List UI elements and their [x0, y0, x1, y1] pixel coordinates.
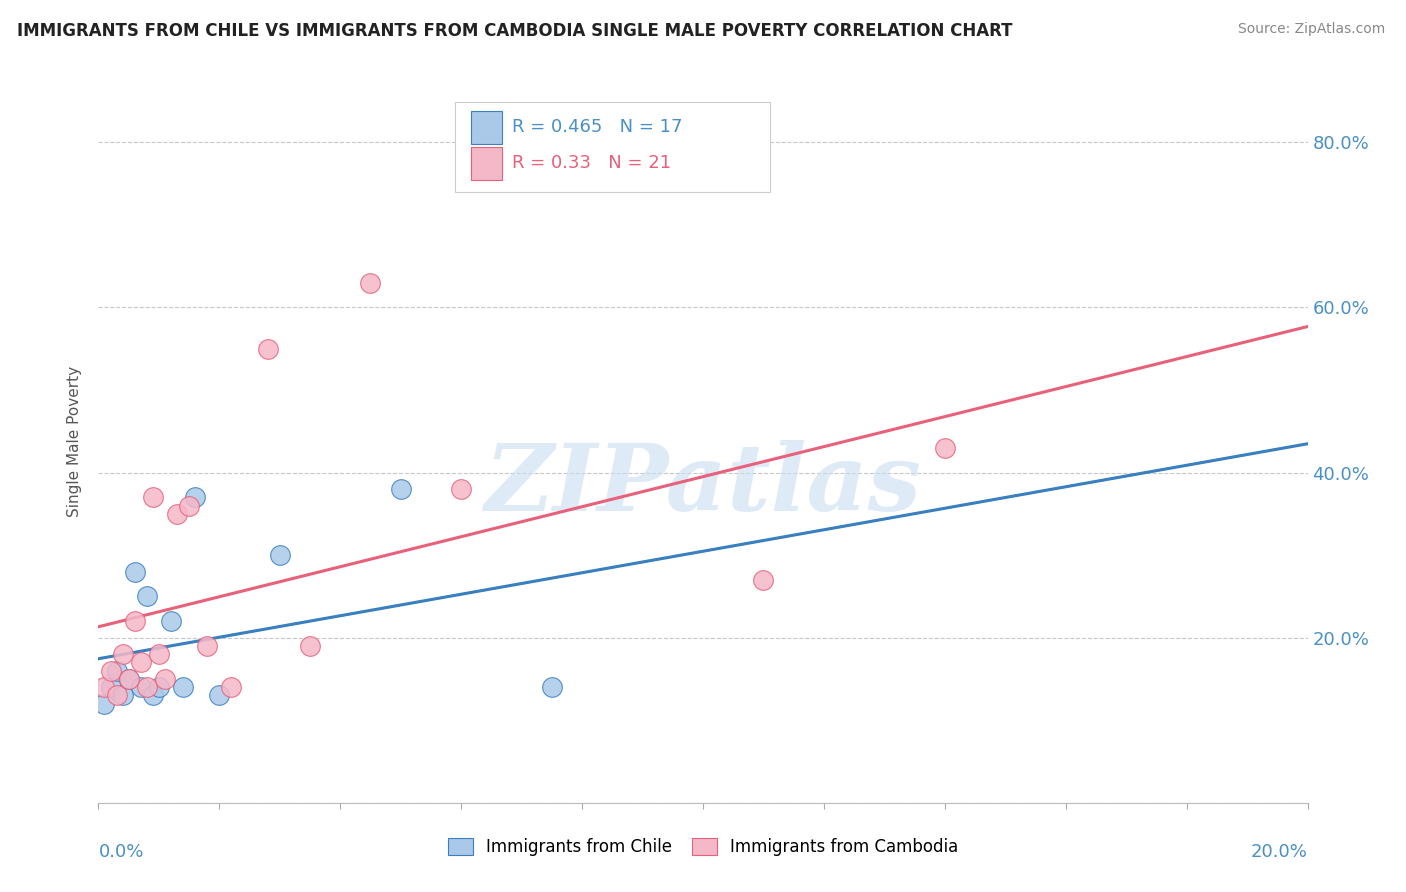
Point	[105, 664, 128, 678]
FancyBboxPatch shape	[471, 147, 502, 180]
Text: ZIPatlas: ZIPatlas	[485, 440, 921, 530]
Point	[93, 697, 115, 711]
Point	[135, 680, 157, 694]
Point	[148, 647, 170, 661]
Point	[256, 342, 278, 356]
Point	[93, 680, 115, 694]
Point	[208, 689, 231, 703]
Y-axis label: Single Male Poverty: Single Male Poverty	[67, 366, 83, 517]
Point	[148, 680, 170, 694]
Point	[221, 680, 243, 694]
Point	[135, 590, 157, 604]
Text: 20.0%: 20.0%	[1251, 843, 1308, 861]
Text: R = 0.33   N = 21: R = 0.33 N = 21	[512, 154, 671, 172]
Point	[172, 680, 194, 694]
Point	[142, 490, 165, 504]
Point	[129, 680, 152, 694]
Point	[111, 689, 134, 703]
Point	[389, 482, 412, 496]
Point	[118, 672, 141, 686]
Point	[129, 656, 152, 670]
Point	[153, 672, 176, 686]
Text: 0.0%: 0.0%	[98, 843, 143, 861]
Point	[299, 639, 322, 653]
Point	[179, 499, 201, 513]
Point	[195, 639, 218, 653]
Text: Source: ZipAtlas.com: Source: ZipAtlas.com	[1237, 22, 1385, 37]
Point	[100, 664, 122, 678]
Point	[450, 482, 472, 496]
Text: IMMIGRANTS FROM CHILE VS IMMIGRANTS FROM CAMBODIA SINGLE MALE POVERTY CORRELATIO: IMMIGRANTS FROM CHILE VS IMMIGRANTS FROM…	[17, 22, 1012, 40]
Point	[166, 507, 188, 521]
Point	[160, 614, 183, 628]
Point	[100, 680, 122, 694]
FancyBboxPatch shape	[456, 102, 769, 193]
Point	[752, 573, 775, 587]
Point	[124, 565, 146, 579]
Point	[540, 680, 562, 694]
Point	[934, 441, 956, 455]
Point	[118, 672, 141, 686]
Point	[124, 614, 146, 628]
Point	[111, 647, 134, 661]
Point	[142, 689, 165, 703]
Point	[269, 548, 291, 562]
Point	[184, 490, 207, 504]
Text: R = 0.465   N = 17: R = 0.465 N = 17	[512, 119, 682, 136]
Point	[105, 689, 128, 703]
Point	[360, 276, 382, 290]
Legend: Immigrants from Chile, Immigrants from Cambodia: Immigrants from Chile, Immigrants from C…	[441, 831, 965, 863]
FancyBboxPatch shape	[471, 111, 502, 144]
